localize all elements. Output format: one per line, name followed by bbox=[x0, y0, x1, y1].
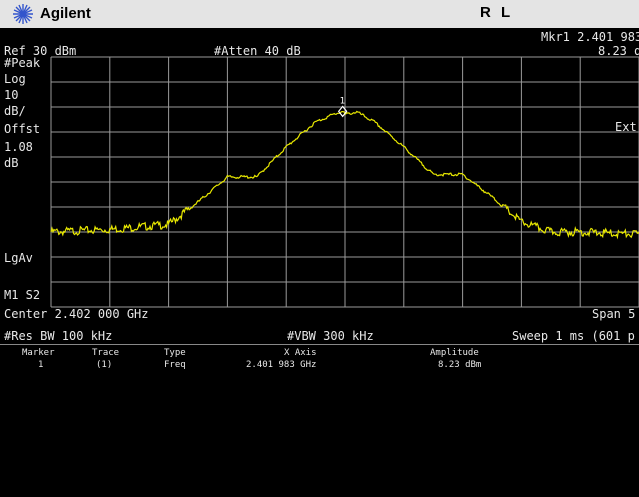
table-header-amplitude: Amplitude bbox=[430, 348, 479, 358]
detector-mode: #Peak bbox=[4, 56, 40, 70]
table-cell-trace: (1) bbox=[96, 360, 112, 370]
table-cell-type: Freq bbox=[164, 360, 186, 370]
marker-amplitude-readout: 8.23 d bbox=[598, 44, 639, 58]
marker-frequency-readout: Mkr1 2.401 983 bbox=[541, 30, 639, 44]
offset-value: 1.08 bbox=[4, 140, 33, 154]
table-divider bbox=[0, 344, 639, 345]
table-header-x-axis: X Axis bbox=[284, 348, 317, 358]
span-readout: Span 5 bbox=[592, 307, 635, 321]
offset-label: Offst bbox=[4, 122, 40, 136]
attenuation: #Atten 40 dB bbox=[214, 44, 301, 58]
center-frequency: Center 2.402 000 GHz bbox=[4, 307, 149, 321]
table-cell-marker: 1 bbox=[38, 360, 43, 370]
marker-mode: M1 S2 bbox=[4, 288, 40, 302]
table-cell-x-axis: 2.401 983 GHz bbox=[246, 360, 316, 370]
graticule-grid bbox=[51, 57, 639, 307]
scale-value: 10 bbox=[4, 88, 18, 102]
resolution-bandwidth: #Res BW 100 kHz bbox=[4, 329, 112, 343]
averaging-label: LgAv bbox=[4, 251, 33, 265]
scale-type: Log bbox=[4, 72, 26, 86]
table-header-trace: Trace bbox=[92, 348, 119, 358]
table-header-marker: Marker bbox=[22, 348, 55, 358]
table-cell-amplitude: 8.23 dBm bbox=[438, 360, 481, 370]
sweep-time: Sweep 1 ms (601 p bbox=[512, 329, 635, 343]
table-header-type: Type bbox=[164, 348, 186, 358]
marker-number-label: 1 bbox=[340, 96, 345, 106]
scale-unit: dB/ bbox=[4, 104, 26, 118]
external-indicator: Ext bbox=[615, 120, 637, 134]
offset-unit: dB bbox=[4, 156, 18, 170]
video-bandwidth: #VBW 300 kHz bbox=[287, 329, 374, 343]
